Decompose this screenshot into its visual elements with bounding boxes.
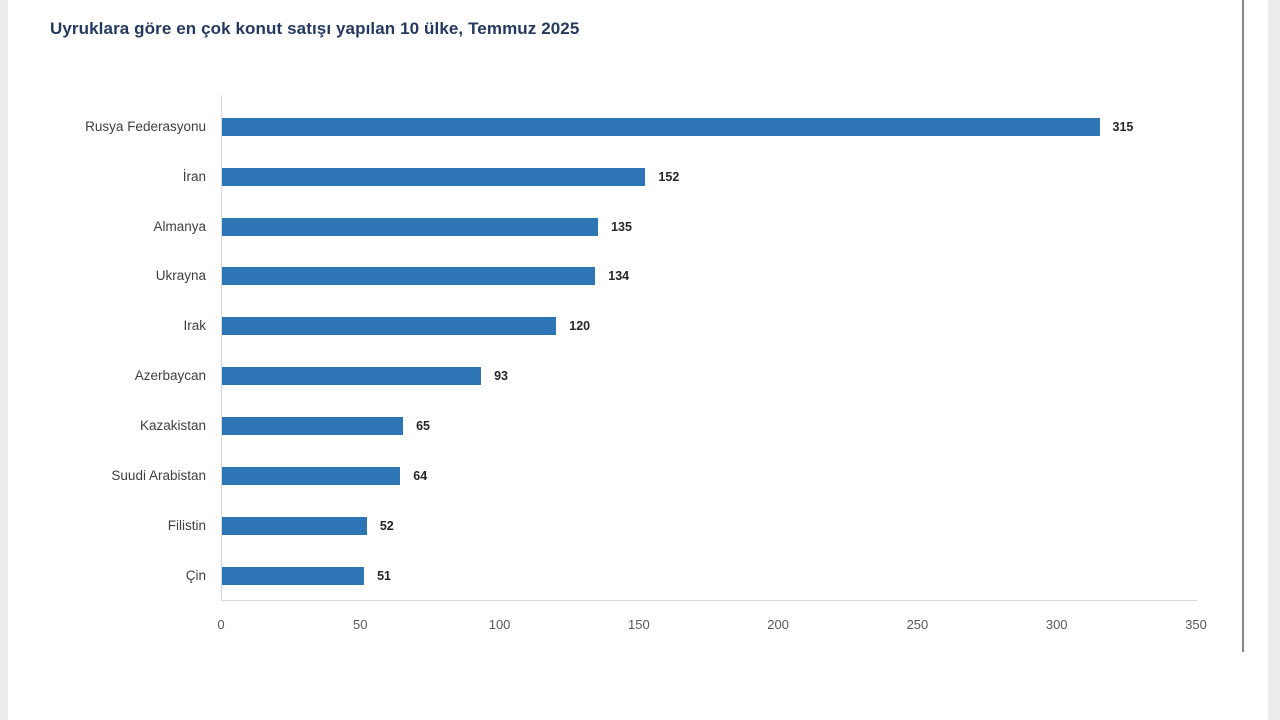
bar-value-label: 135 bbox=[611, 219, 632, 234]
x-axis-tick-label: 50 bbox=[353, 617, 368, 632]
bar bbox=[222, 317, 557, 336]
bar bbox=[222, 367, 482, 386]
y-axis-line bbox=[221, 95, 222, 601]
bar bbox=[222, 117, 1100, 136]
chart-canvas: Uyruklara göre en çok konut satışı yapıl… bbox=[8, 0, 1268, 720]
category-label: Almanya bbox=[153, 218, 206, 234]
category-label: Ukrayna bbox=[155, 268, 206, 284]
chart-title: Uyruklara göre en çok konut satışı yapıl… bbox=[50, 19, 580, 38]
bar-value-label: 52 bbox=[379, 518, 394, 533]
x-axis-tick-label: 100 bbox=[488, 617, 511, 632]
bar bbox=[222, 417, 404, 436]
bar bbox=[222, 267, 596, 286]
category-label: İran bbox=[182, 168, 206, 184]
category-label: Kazakistan bbox=[139, 418, 206, 434]
bar-value-label: 65 bbox=[416, 419, 430, 434]
bar-value-label: 152 bbox=[658, 169, 680, 184]
bar bbox=[222, 217, 599, 236]
category-label: Azerbaycan bbox=[134, 368, 206, 384]
x-axis-tick-label: 350 bbox=[1185, 617, 1207, 632]
x-axis-tick-label: 0 bbox=[217, 617, 225, 632]
bar bbox=[222, 566, 365, 585]
bar-value-label: 120 bbox=[569, 319, 591, 334]
vertical-divider-line bbox=[1242, 0, 1244, 652]
x-axis-tick-label: 250 bbox=[906, 617, 929, 632]
bar-value-label: 93 bbox=[494, 369, 508, 384]
bar-value-label: 51 bbox=[377, 568, 391, 583]
x-axis-tick-label: 200 bbox=[767, 617, 789, 632]
plot-area: Rusya Federasyonu 315 İran 152 Almanya 135 Ukr… bbox=[8, 0, 1268, 720]
category-label: Suudi Arabistan bbox=[111, 467, 206, 483]
x-axis-tick-label: 150 bbox=[627, 617, 650, 632]
bar bbox=[222, 466, 401, 485]
category-label: Irak bbox=[183, 318, 206, 334]
category-label: Rusya Federasyonu bbox=[85, 118, 206, 134]
bar-value-label: 315 bbox=[1112, 119, 1134, 134]
category-label: Çin bbox=[185, 567, 206, 583]
x-axis-line bbox=[221, 600, 1197, 601]
bar bbox=[222, 516, 367, 535]
bar-value-label: 64 bbox=[413, 468, 428, 483]
bar-value-label: 134 bbox=[608, 269, 630, 284]
category-label: Filistin bbox=[167, 517, 206, 533]
bar bbox=[222, 167, 646, 186]
x-axis-tick-label: 300 bbox=[1045, 617, 1068, 632]
